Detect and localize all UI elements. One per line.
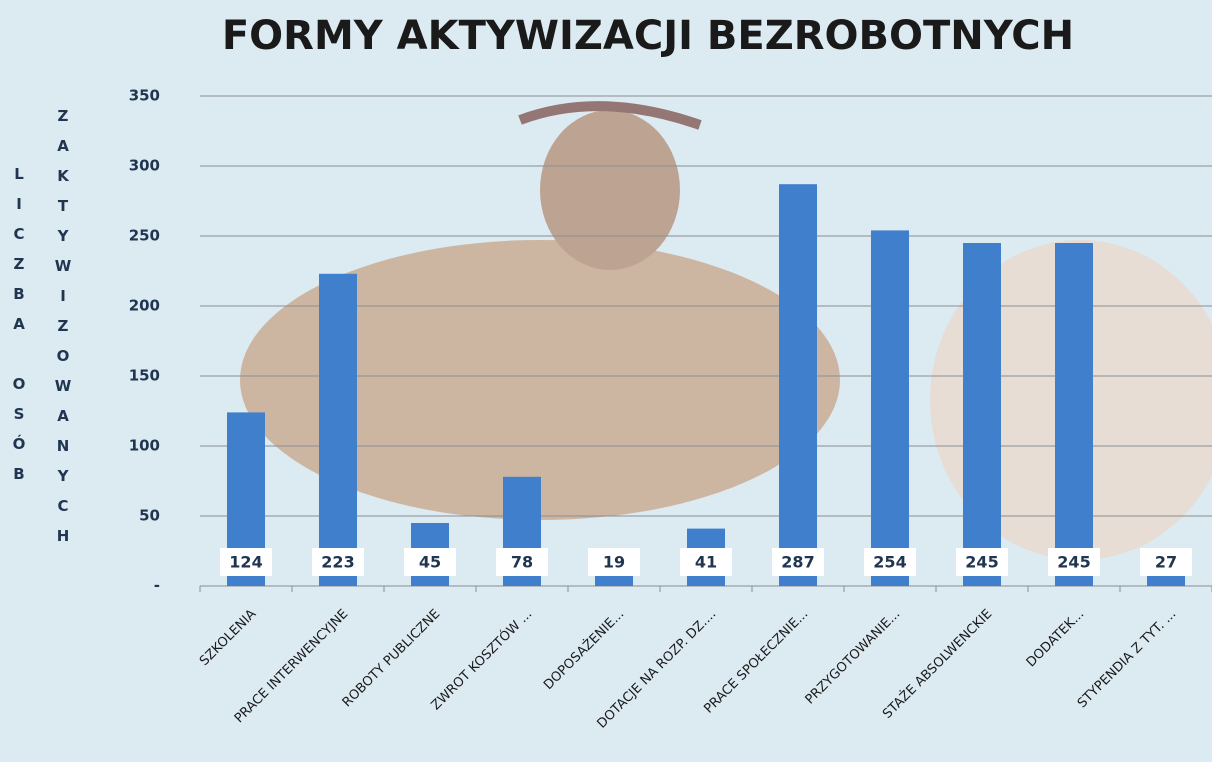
x-tick-label: STYPENDIA Z TYT. ... (1075, 607, 1179, 711)
bar (963, 243, 1001, 586)
value-label: 19 (603, 553, 625, 572)
y-tick-label: 200 (129, 297, 160, 315)
y-tick-label: - (154, 577, 160, 595)
value-label: 245 (965, 553, 998, 572)
value-label: 223 (321, 553, 354, 572)
value-label: 245 (1057, 553, 1090, 572)
y-tick-label: 150 (129, 367, 160, 385)
value-label: 124 (229, 553, 262, 572)
chart-title: FORMY AKTYWIZACJI BEZROBOTNYCH (222, 13, 1074, 59)
x-tick-label: SZKOLENIA (197, 607, 259, 669)
bar (779, 184, 817, 586)
value-label: 287 (781, 553, 814, 572)
y-axis-label: LICZBA OSÓB (10, 165, 28, 495)
value-label: 254 (873, 553, 906, 572)
bar (871, 230, 909, 586)
y-tick-label: 50 (139, 507, 160, 525)
y-axis-label: ZAKTYWIZOWANYCH (54, 107, 72, 557)
value-label: 45 (419, 553, 441, 572)
x-tick-label: DOPOSAŻENIE... (540, 606, 627, 693)
chart: FORMY AKTYWIZACJI BEZROBOTNYCH - 50 100 150… (0, 0, 1212, 762)
bar (319, 274, 357, 586)
y-tick-label: 250 (129, 227, 160, 245)
y-tick-label: 100 (129, 437, 160, 455)
page: FORMY AKTYWIZACJI BEZROBOTNYCH - 50 100 150… (0, 0, 1212, 762)
x-tick-label: DODATEK... (1024, 607, 1088, 671)
value-label: 27 (1155, 553, 1177, 572)
x-tick-label: PRZYGOTOWANIE... (803, 607, 904, 708)
x-tick-label: PRACE SPOŁECZNIE... (701, 607, 811, 717)
x-tick-label: ROBOTY PUBLICZNE (340, 607, 444, 711)
x-tick-label: ZWROT KOSZTÓW ... (428, 606, 535, 713)
y-tick-label: 350 (129, 87, 160, 105)
bar (1055, 243, 1093, 586)
y-tick-label: 300 (129, 157, 160, 175)
value-label: 41 (695, 553, 717, 572)
value-label: 78 (511, 553, 533, 572)
